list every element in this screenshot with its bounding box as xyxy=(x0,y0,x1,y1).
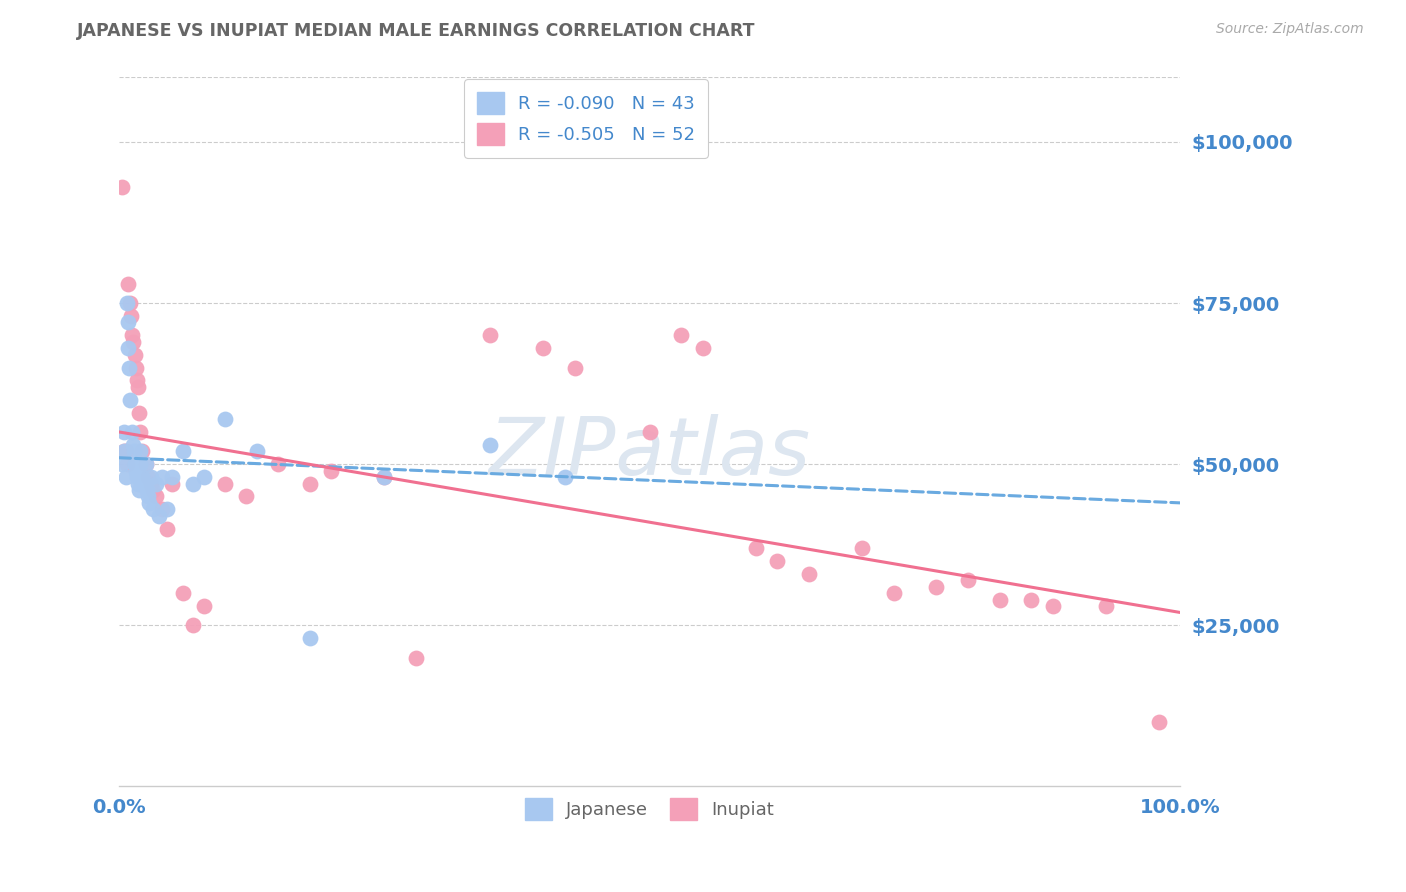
Point xyxy=(150,502,173,516)
Point xyxy=(193,470,215,484)
Point xyxy=(214,476,236,491)
Point xyxy=(131,470,153,484)
Point xyxy=(267,457,290,471)
Point xyxy=(125,360,148,375)
Point xyxy=(160,476,183,491)
Point xyxy=(114,470,136,484)
Text: Source: ZipAtlas.com: Source: ZipAtlas.com xyxy=(1216,22,1364,37)
Point xyxy=(156,522,179,536)
Point xyxy=(554,470,576,484)
Point xyxy=(148,508,170,523)
Point xyxy=(214,412,236,426)
Point xyxy=(479,438,502,452)
Point xyxy=(299,632,322,646)
Point xyxy=(131,444,153,458)
Point xyxy=(124,348,146,362)
Point xyxy=(136,490,159,504)
Point xyxy=(129,425,152,439)
Point xyxy=(172,444,194,458)
Point xyxy=(122,444,145,458)
Point xyxy=(405,650,427,665)
Point xyxy=(479,328,502,343)
Point xyxy=(172,586,194,600)
Point xyxy=(120,309,142,323)
Point xyxy=(117,315,139,329)
Point xyxy=(235,490,257,504)
Point xyxy=(183,618,205,632)
Point xyxy=(246,444,269,458)
Point xyxy=(145,476,167,491)
Point xyxy=(373,470,395,484)
Point xyxy=(564,360,586,375)
Point xyxy=(122,334,145,349)
Point xyxy=(138,496,160,510)
Point xyxy=(1094,599,1116,613)
Point xyxy=(373,470,395,484)
Point xyxy=(124,457,146,471)
Point xyxy=(127,476,149,491)
Point xyxy=(150,470,173,484)
Point xyxy=(125,464,148,478)
Point xyxy=(851,541,873,555)
Point xyxy=(114,425,136,439)
Point xyxy=(766,554,789,568)
Point xyxy=(118,296,141,310)
Point xyxy=(132,476,155,491)
Point xyxy=(124,457,146,471)
Point xyxy=(114,444,136,458)
Point xyxy=(127,470,149,484)
Point xyxy=(183,476,205,491)
Point xyxy=(115,457,138,471)
Point xyxy=(193,599,215,613)
Point xyxy=(533,341,555,355)
Point xyxy=(121,425,143,439)
Point xyxy=(321,464,343,478)
Point xyxy=(638,425,661,439)
Point xyxy=(117,277,139,291)
Point xyxy=(145,490,167,504)
Point xyxy=(744,541,766,555)
Point xyxy=(139,476,162,491)
Point xyxy=(692,341,714,355)
Text: ZIPatlas: ZIPatlas xyxy=(488,414,811,492)
Point xyxy=(114,444,136,458)
Point xyxy=(127,373,149,387)
Point xyxy=(117,341,139,355)
Point xyxy=(956,573,979,587)
Legend: Japanese, Inupiat: Japanese, Inupiat xyxy=(510,783,789,834)
Point xyxy=(1147,714,1170,729)
Point xyxy=(160,470,183,484)
Point xyxy=(111,180,134,194)
Point xyxy=(925,580,948,594)
Text: JAPANESE VS INUPIAT MEDIAN MALE EARNINGS CORRELATION CHART: JAPANESE VS INUPIAT MEDIAN MALE EARNINGS… xyxy=(77,22,756,40)
Point xyxy=(1042,599,1064,613)
Point xyxy=(136,470,159,484)
Point xyxy=(129,457,152,471)
Point xyxy=(142,502,165,516)
Point xyxy=(127,380,149,394)
Point xyxy=(139,470,162,484)
Point xyxy=(883,586,905,600)
Point xyxy=(299,476,322,491)
Point xyxy=(128,406,150,420)
Point xyxy=(671,328,693,343)
Point xyxy=(114,444,136,458)
Point xyxy=(121,328,143,343)
Point xyxy=(128,483,150,497)
Point xyxy=(118,392,141,407)
Point xyxy=(135,483,157,497)
Point xyxy=(127,470,149,484)
Point xyxy=(115,296,138,310)
Point xyxy=(156,502,179,516)
Point xyxy=(142,483,165,497)
Point xyxy=(1021,592,1043,607)
Point xyxy=(118,360,141,375)
Point xyxy=(135,457,157,471)
Point xyxy=(122,438,145,452)
Point xyxy=(129,444,152,458)
Point xyxy=(135,457,157,471)
Point xyxy=(988,592,1011,607)
Point xyxy=(797,566,820,581)
Point xyxy=(111,457,134,471)
